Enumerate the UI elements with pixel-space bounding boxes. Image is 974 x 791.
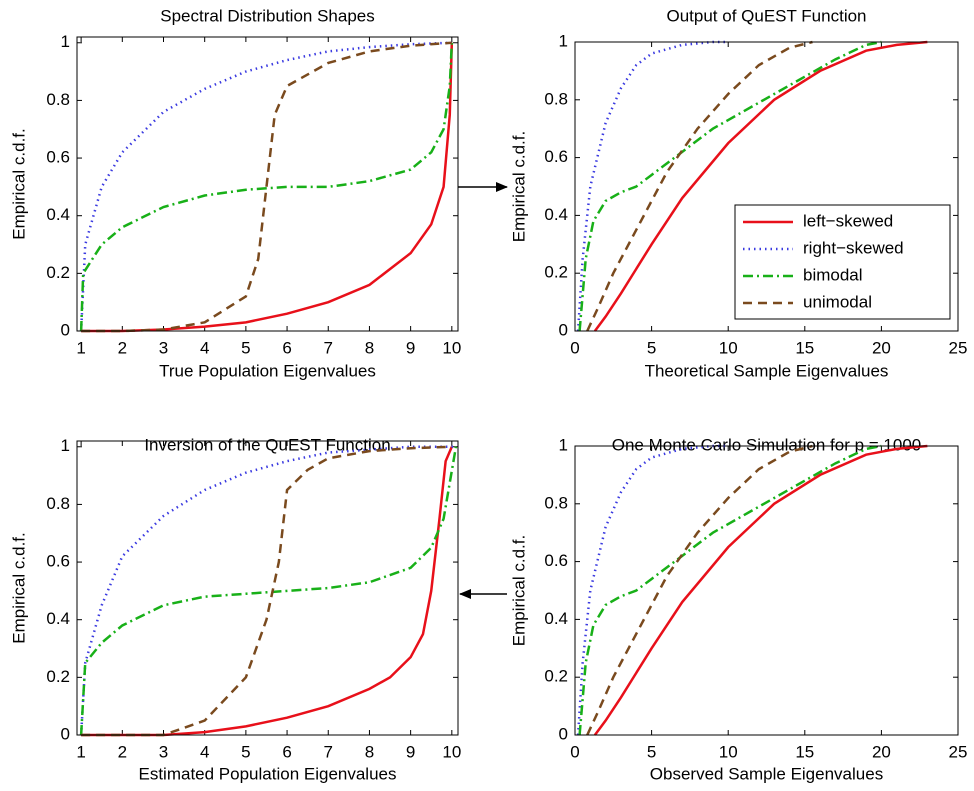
- x-axis-label: Observed Sample Eigenvalues: [650, 764, 883, 783]
- x-tick-label: 20: [872, 742, 891, 761]
- series-line: [593, 444, 928, 736]
- series-line: [79, 445, 456, 736]
- x-tick-label: 2: [118, 338, 127, 357]
- x-tick-label: 15: [795, 742, 814, 761]
- axes-frame: [574, 41, 959, 332]
- series-line: [79, 446, 458, 736]
- x-tick-label: 10: [442, 742, 461, 761]
- y-tick-label: 0: [559, 320, 568, 339]
- y-tick-label: 0.2: [544, 667, 568, 686]
- x-tick-label: 25: [949, 338, 968, 357]
- y-tick-label: 1: [559, 435, 568, 454]
- y-tick-label: 1: [61, 32, 70, 51]
- y-tick-label: 0.6: [544, 551, 568, 570]
- x-tick-label: 8: [365, 742, 374, 761]
- y-axis-label: Empirical c.d.f.: [509, 535, 528, 646]
- x-axis-label: True Population Eigenvalues: [159, 361, 376, 380]
- y-tick-label: 0.4: [544, 609, 568, 628]
- x-tick-label: 15: [795, 338, 814, 357]
- x-axis-label: Estimated Population Eigenvalues: [139, 764, 397, 783]
- x-tick-label: 10: [719, 338, 738, 357]
- x-tick-label: 7: [324, 742, 333, 761]
- series-line: [586, 40, 813, 332]
- y-tick-label: 1: [559, 31, 568, 50]
- y-tick-label: 0.2: [46, 667, 70, 686]
- y-tick-label: 0.8: [544, 493, 568, 512]
- chart-title: One Monte Carlo Simulation for p = 1000: [612, 435, 921, 454]
- chart-title: Inversion of the QuEST Function: [144, 435, 390, 454]
- y-tick-label: 0: [61, 320, 70, 339]
- x-tick-label: 6: [282, 742, 291, 761]
- series-line: [593, 40, 928, 332]
- x-tick-label: 5: [241, 742, 250, 761]
- axes-frame: [574, 445, 959, 736]
- x-tick-label: 5: [647, 742, 656, 761]
- x-tick-label: 3: [159, 338, 168, 357]
- y-tick-label: 0.4: [46, 609, 70, 628]
- y-axis-label: Empirical c.d.f.: [509, 131, 528, 242]
- x-tick-label: 9: [406, 338, 415, 357]
- chart-title: Output of QuEST Function: [666, 6, 866, 25]
- x-tick-label: 10: [719, 742, 738, 761]
- x-axis-label: Theoretical Sample Eigenvalues: [645, 361, 889, 380]
- x-tick-label: 20: [872, 338, 891, 357]
- x-tick-label: 4: [200, 338, 209, 357]
- legend-label: right−skewed: [803, 238, 904, 257]
- series-line: [79, 42, 454, 332]
- plot-area: [575, 446, 958, 735]
- x-tick-label: 10: [442, 338, 461, 357]
- x-tick-label: 4: [200, 742, 209, 761]
- x-tick-label: 8: [365, 338, 374, 357]
- y-tick-label: 0.2: [46, 263, 70, 282]
- legend-label: bimodal: [803, 265, 863, 284]
- y-tick-label: 0.4: [46, 205, 70, 224]
- y-axis-label: Empirical c.d.f.: [9, 532, 28, 643]
- x-tick-label: 1: [76, 338, 85, 357]
- series-line: [81, 41, 452, 333]
- chart-title: Spectral Distribution Shapes: [160, 6, 375, 25]
- x-tick-label: 0: [570, 742, 579, 761]
- y-tick-label: 1: [61, 436, 70, 455]
- x-tick-label: 0: [570, 338, 579, 357]
- y-tick-label: 0: [559, 724, 568, 743]
- x-tick-label: 3: [159, 742, 168, 761]
- y-axis-label: Empirical c.d.f.: [9, 128, 28, 239]
- x-tick-label: 5: [241, 338, 250, 357]
- plot-area: [77, 441, 458, 735]
- y-tick-label: 0.6: [46, 552, 70, 571]
- legend-box: [734, 204, 951, 320]
- x-tick-label: 5: [647, 338, 656, 357]
- legend-label: left−skewed: [803, 211, 893, 230]
- x-tick-label: 1: [76, 742, 85, 761]
- y-tick-label: 0.4: [544, 205, 568, 224]
- y-tick-label: 0.6: [544, 147, 568, 166]
- series-line: [79, 41, 452, 332]
- x-tick-label: 7: [324, 338, 333, 357]
- x-tick-label: 6: [282, 338, 291, 357]
- x-tick-label: 25: [949, 742, 968, 761]
- x-tick-label: 2: [118, 742, 127, 761]
- y-tick-label: 0.8: [544, 89, 568, 108]
- axes-frame: [76, 36, 459, 332]
- axes-frame: [76, 440, 459, 736]
- y-tick-label: 0.6: [46, 148, 70, 167]
- y-tick-label: 0.8: [46, 494, 70, 513]
- y-tick-label: 0: [61, 724, 70, 743]
- legend-label: unimodal: [803, 292, 872, 311]
- series-line: [586, 444, 813, 736]
- y-tick-label: 0.8: [46, 90, 70, 109]
- x-tick-label: 9: [406, 742, 415, 761]
- y-tick-label: 0.2: [544, 263, 568, 282]
